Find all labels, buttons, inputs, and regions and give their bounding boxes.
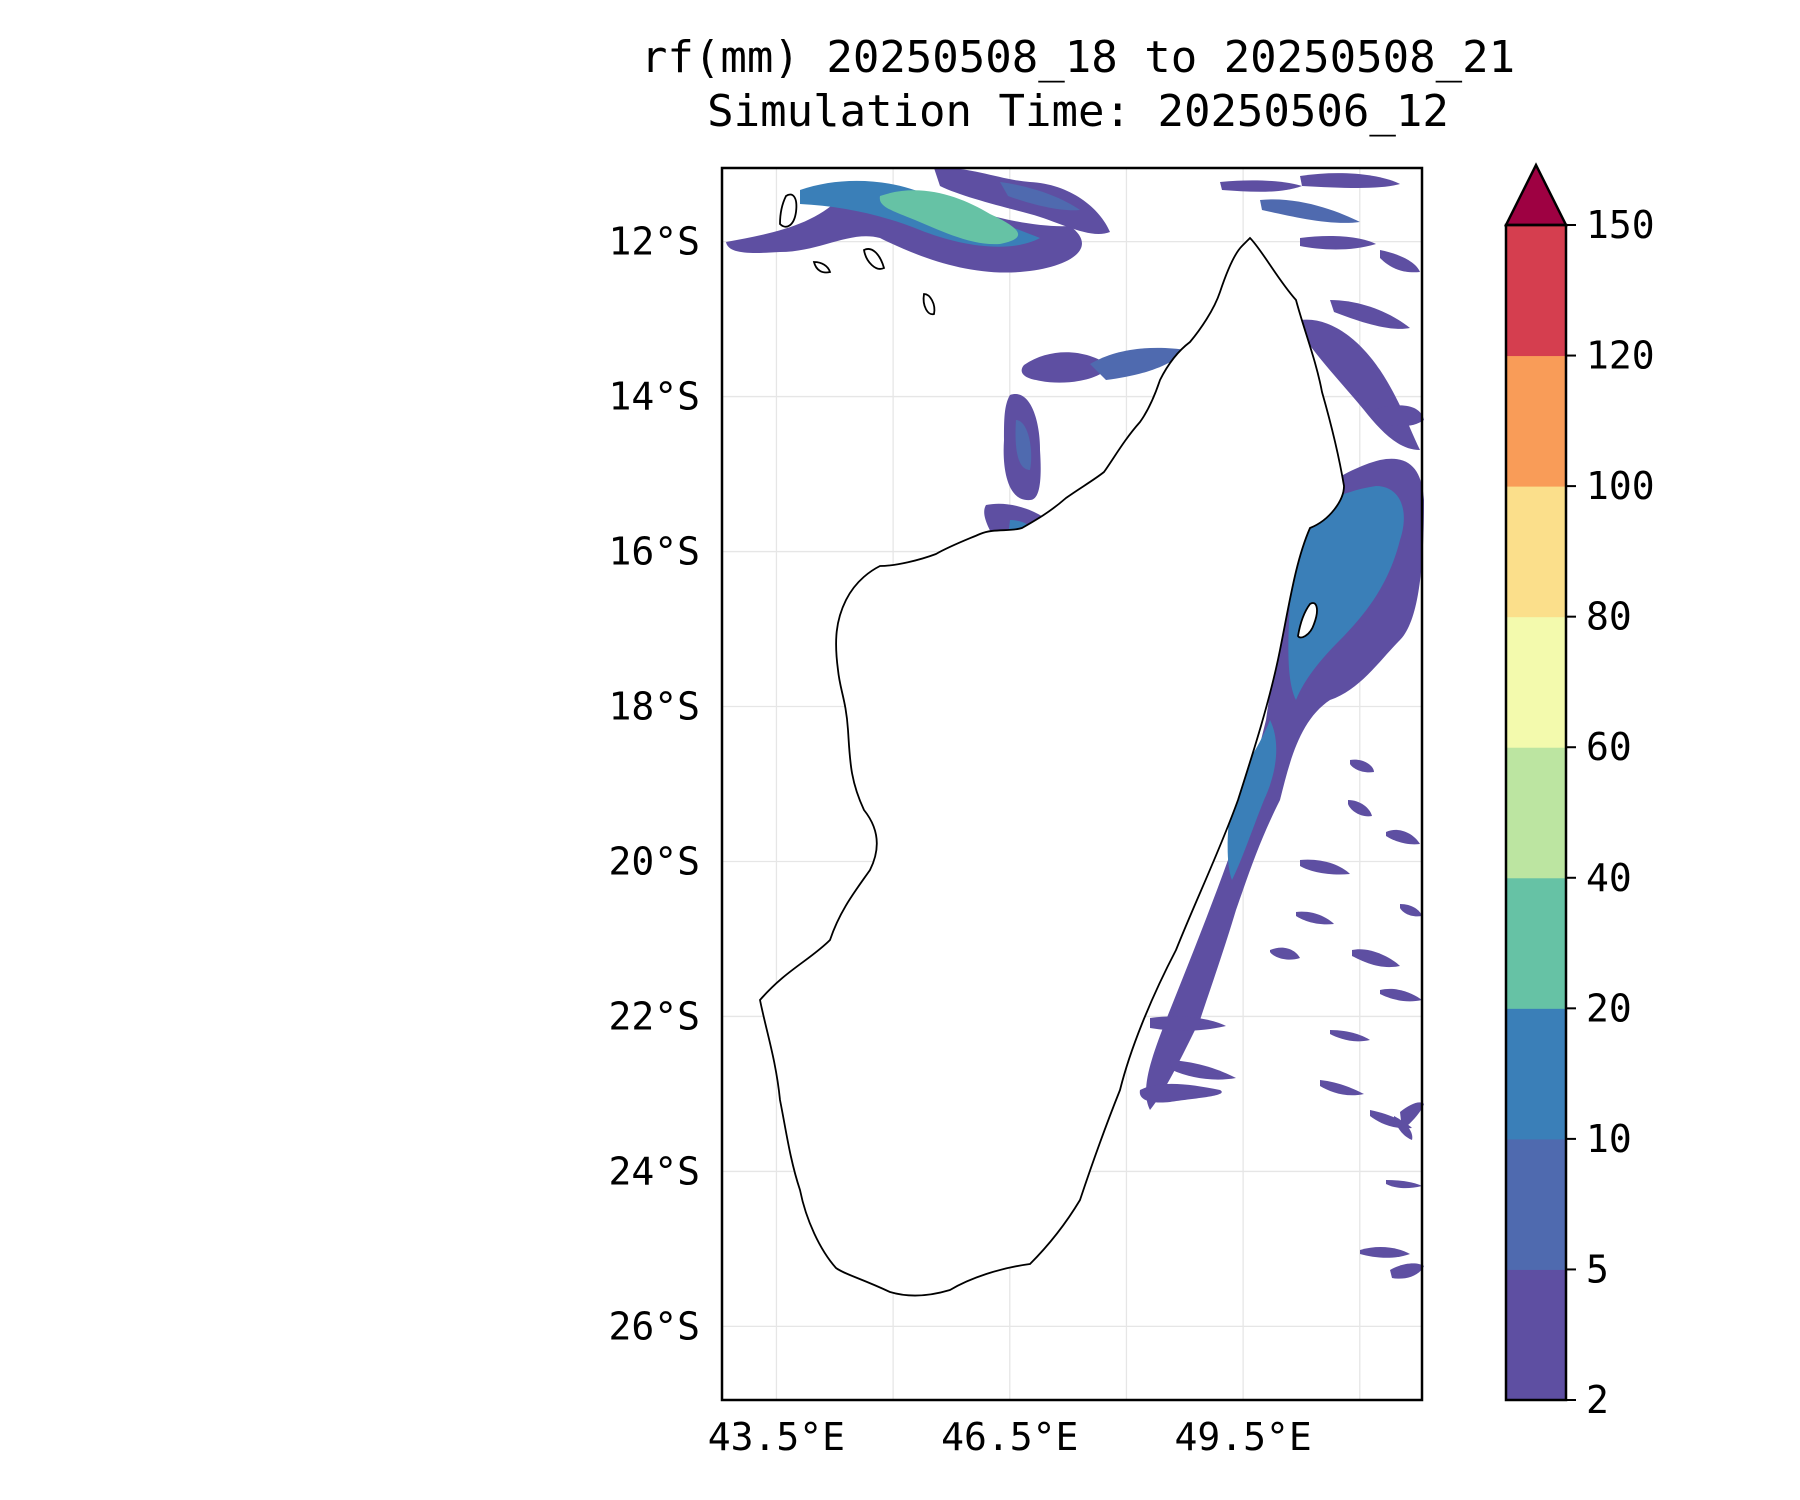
lat-tick-label: 14°S xyxy=(608,375,700,419)
mayotte-island xyxy=(922,293,936,316)
rain-se-15 xyxy=(1400,1102,1424,1130)
lat-tick-label: 16°S xyxy=(608,530,700,574)
map-frame xyxy=(720,166,1424,1402)
colorbar-segment xyxy=(1506,1138,1566,1270)
colorbar-tick-label: 80 xyxy=(1586,595,1632,639)
rain-se-1 xyxy=(1150,1016,1226,1031)
rain-se-3 xyxy=(1139,1083,1222,1103)
lat-tick-label: 26°S xyxy=(608,1304,700,1348)
sainte-marie-island xyxy=(1297,602,1318,639)
rain-se-20 xyxy=(1350,759,1374,773)
rain-se-6 xyxy=(1386,829,1420,845)
colorbar-tick-label: 2 xyxy=(1586,1378,1609,1422)
rain-band-ne-2 xyxy=(1300,173,1400,188)
rain-se-18 xyxy=(1386,1180,1422,1189)
rain-se-13 xyxy=(1380,988,1422,1002)
rain-se-8 xyxy=(1352,949,1400,968)
colorbar-tick-label: 60 xyxy=(1586,725,1632,769)
rain-se-19 xyxy=(1394,1116,1413,1140)
colorbar-segment xyxy=(1506,616,1566,748)
longitude-tick-labels: 43.5°E 46.5°E 49.5°E xyxy=(708,1415,1312,1459)
rain-se-14 xyxy=(1330,1030,1370,1042)
lon-tick-label: 46.5°E xyxy=(941,1415,1078,1459)
colorbar-extend-max xyxy=(1503,162,1569,227)
colorbar-tick-label: 5 xyxy=(1586,1247,1609,1291)
colorbar-segment xyxy=(1506,355,1566,487)
colorbar-tick-label: 40 xyxy=(1586,856,1632,900)
rain-band-north-5 xyxy=(1000,182,1080,211)
rain-band-ne-1 xyxy=(1220,180,1302,192)
rain-se-12 xyxy=(1400,904,1422,917)
colorbar-segment xyxy=(1506,1269,1566,1401)
rain-band-ne-3 xyxy=(1300,236,1376,250)
colorbar-tick-label: 120 xyxy=(1586,334,1655,378)
rain-band-north-1 xyxy=(726,185,1082,273)
lat-tick-label: 12°S xyxy=(608,220,700,264)
comoros-island-2 xyxy=(863,248,886,270)
colorbar-segment xyxy=(1506,1008,1566,1140)
latitude-tick-labels: 12°S 14°S 16°S 18°S 20°S 22°S 24°S 26°S xyxy=(608,220,700,1349)
colorbar: 2 5 10 20 40 60 80 100 120 150 xyxy=(1503,162,1655,1422)
lat-tick-label: 20°S xyxy=(608,839,700,883)
rain-band-ne-5 xyxy=(1330,300,1410,329)
madagascar-coastline xyxy=(759,236,1345,1297)
comoros-island-3 xyxy=(812,261,832,274)
colorbar-segment xyxy=(1506,486,1566,618)
colorbar-segment xyxy=(1506,747,1566,879)
title-line-1: rf(mm) 20250508_18 to 20250508_21 xyxy=(641,32,1515,83)
rain-band-ne-6 xyxy=(1380,250,1420,273)
rain-blob-nw-4 xyxy=(1015,420,1032,470)
colorbar-outline xyxy=(1504,223,1568,1402)
colorbar-tick-label: 10 xyxy=(1586,1117,1632,1161)
rain-east-coast-2 xyxy=(1288,486,1404,700)
rain-se-2 xyxy=(1170,1060,1236,1080)
map-panel xyxy=(720,166,1424,1402)
comoros-island-1 xyxy=(779,193,798,228)
colorbar-segment xyxy=(1506,225,1566,357)
rain-se-7 xyxy=(1270,947,1300,960)
rain-se-9 xyxy=(1320,1080,1364,1096)
lat-tick-label: 18°S xyxy=(608,685,700,729)
colorbar-tick-label: 20 xyxy=(1586,986,1632,1030)
rain-se-4 xyxy=(1300,859,1350,875)
rain-se-5 xyxy=(1348,800,1372,817)
rain-blob-nw-2 xyxy=(1090,347,1186,380)
lat-tick-label: 24°S xyxy=(608,1149,700,1193)
lon-tick-label: 49.5°E xyxy=(1174,1415,1311,1459)
title-line-2: Simulation Time: 20250506_12 xyxy=(707,86,1449,137)
lon-tick-label: 43.5°E xyxy=(708,1415,845,1459)
colorbar-segment xyxy=(1506,877,1566,1009)
rain-se-17 xyxy=(1390,1263,1424,1279)
rain-band-north-3 xyxy=(879,190,1019,245)
rain-se-16 xyxy=(1360,1247,1410,1258)
colorbar-tick-label: 100 xyxy=(1586,464,1655,508)
rain-east-coast-3 xyxy=(1227,720,1277,880)
colorbar-tick-label: 150 xyxy=(1586,203,1655,247)
rain-band-north-4 xyxy=(934,167,1110,235)
rain-blob-nw-1 xyxy=(1021,352,1110,383)
rain-band-ne-4 xyxy=(1260,199,1360,223)
rain-se-11 xyxy=(1296,911,1334,925)
lat-tick-label: 22°S xyxy=(608,994,700,1038)
rain-east-coast-5 xyxy=(1372,405,1424,427)
